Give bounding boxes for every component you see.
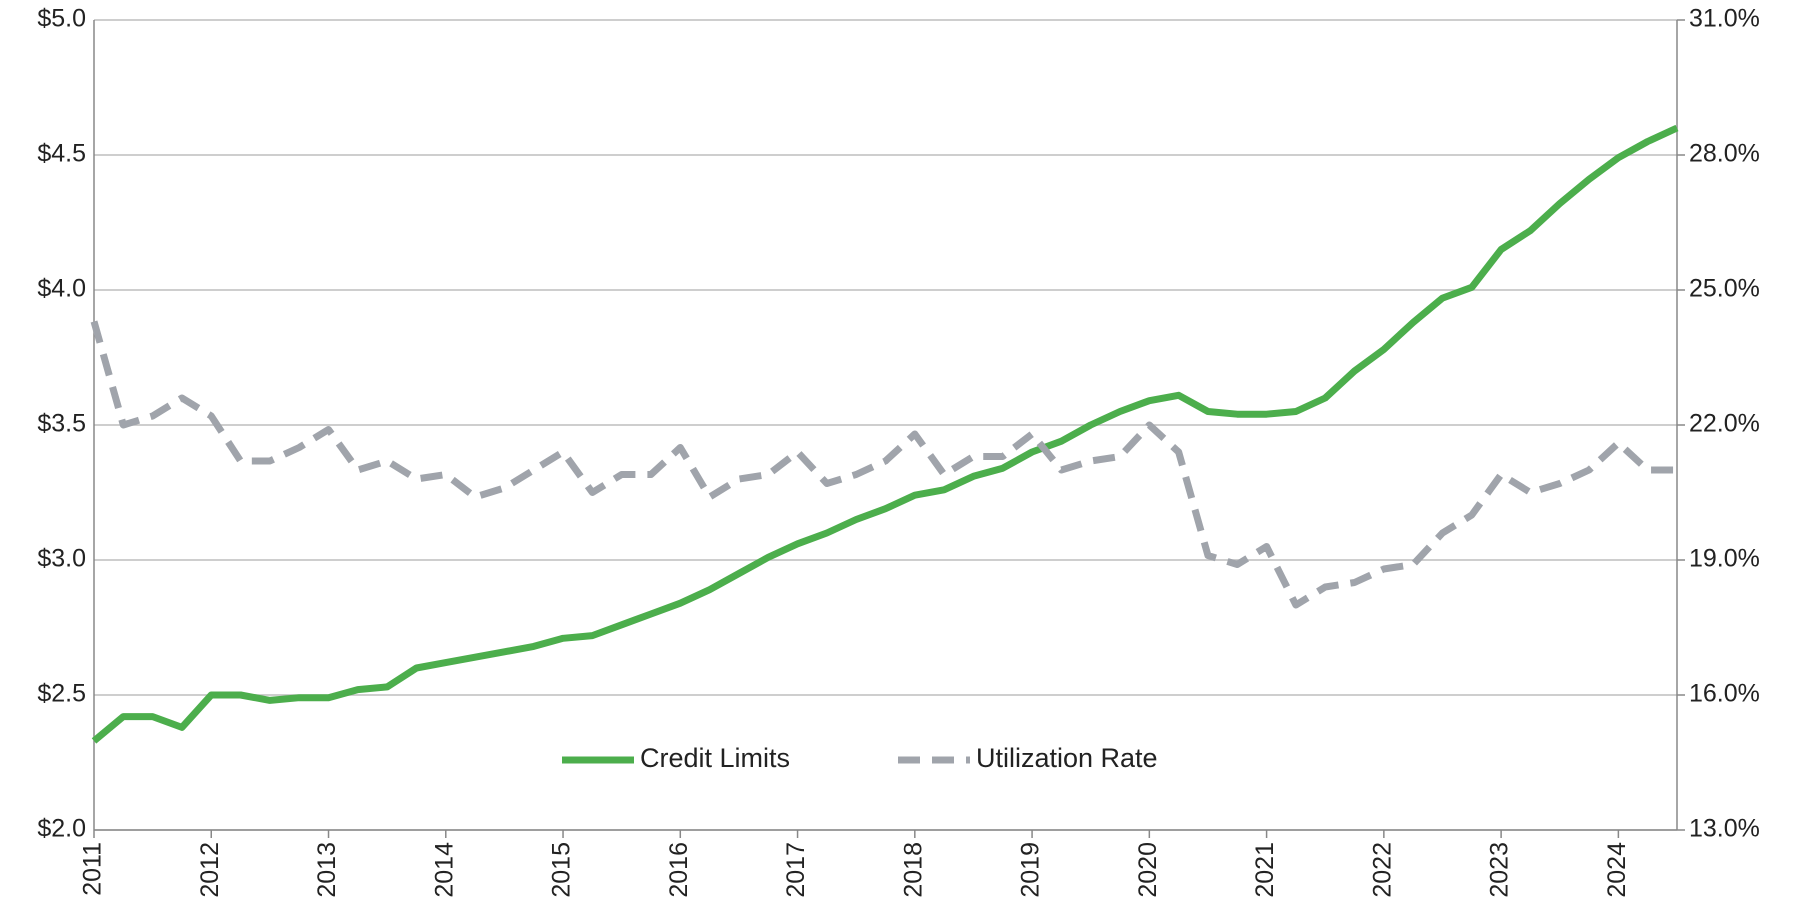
y2-tick-label: 16.0% (1689, 680, 1760, 708)
legend-label: Utilization Rate (976, 743, 1158, 773)
x-tick-label: 2023 (1486, 842, 1514, 898)
x-tick-label: 2019 (1017, 842, 1045, 898)
series-line (90, 320, 1677, 609)
y-tick-label: $2.5 (37, 680, 86, 708)
x-tick-label: 2015 (548, 842, 576, 898)
x-tick-label: 2024 (1603, 842, 1631, 898)
y2-tick-label: 25.0% (1689, 275, 1760, 303)
x-tick-label: 2013 (313, 842, 341, 898)
y2-tick-label: 31.0% (1689, 5, 1760, 33)
x-tick-label: 2018 (899, 842, 927, 898)
y-tick-label: $2.0 (37, 815, 86, 843)
x-tick-label: 2014 (430, 842, 458, 898)
y-tick-label: $4.0 (37, 275, 86, 303)
y-tick-label: $3.0 (37, 545, 86, 573)
y-tick-label: $3.5 (37, 410, 86, 438)
x-tick-label: 2017 (782, 842, 810, 898)
y2-tick-label: 13.0% (1689, 815, 1760, 843)
legend-label: Credit Limits (640, 743, 790, 773)
x-tick-label: 2022 (1368, 842, 1396, 898)
x-tick-label: 2020 (1134, 842, 1162, 898)
x-tick-label: 2021 (1251, 842, 1279, 898)
y-tick-label: $5.0 (37, 5, 86, 33)
y-tick-label: $4.5 (37, 140, 86, 168)
series-line (91, 124, 1679, 744)
y2-tick-label: 28.0% (1689, 140, 1760, 168)
x-tick-label: 2011 (79, 842, 107, 896)
y2-tick-label: 19.0% (1689, 545, 1760, 573)
y2-tick-label: 22.0% (1689, 410, 1760, 438)
x-tick-label: 2016 (665, 842, 693, 898)
x-tick-label: 2012 (196, 842, 224, 898)
